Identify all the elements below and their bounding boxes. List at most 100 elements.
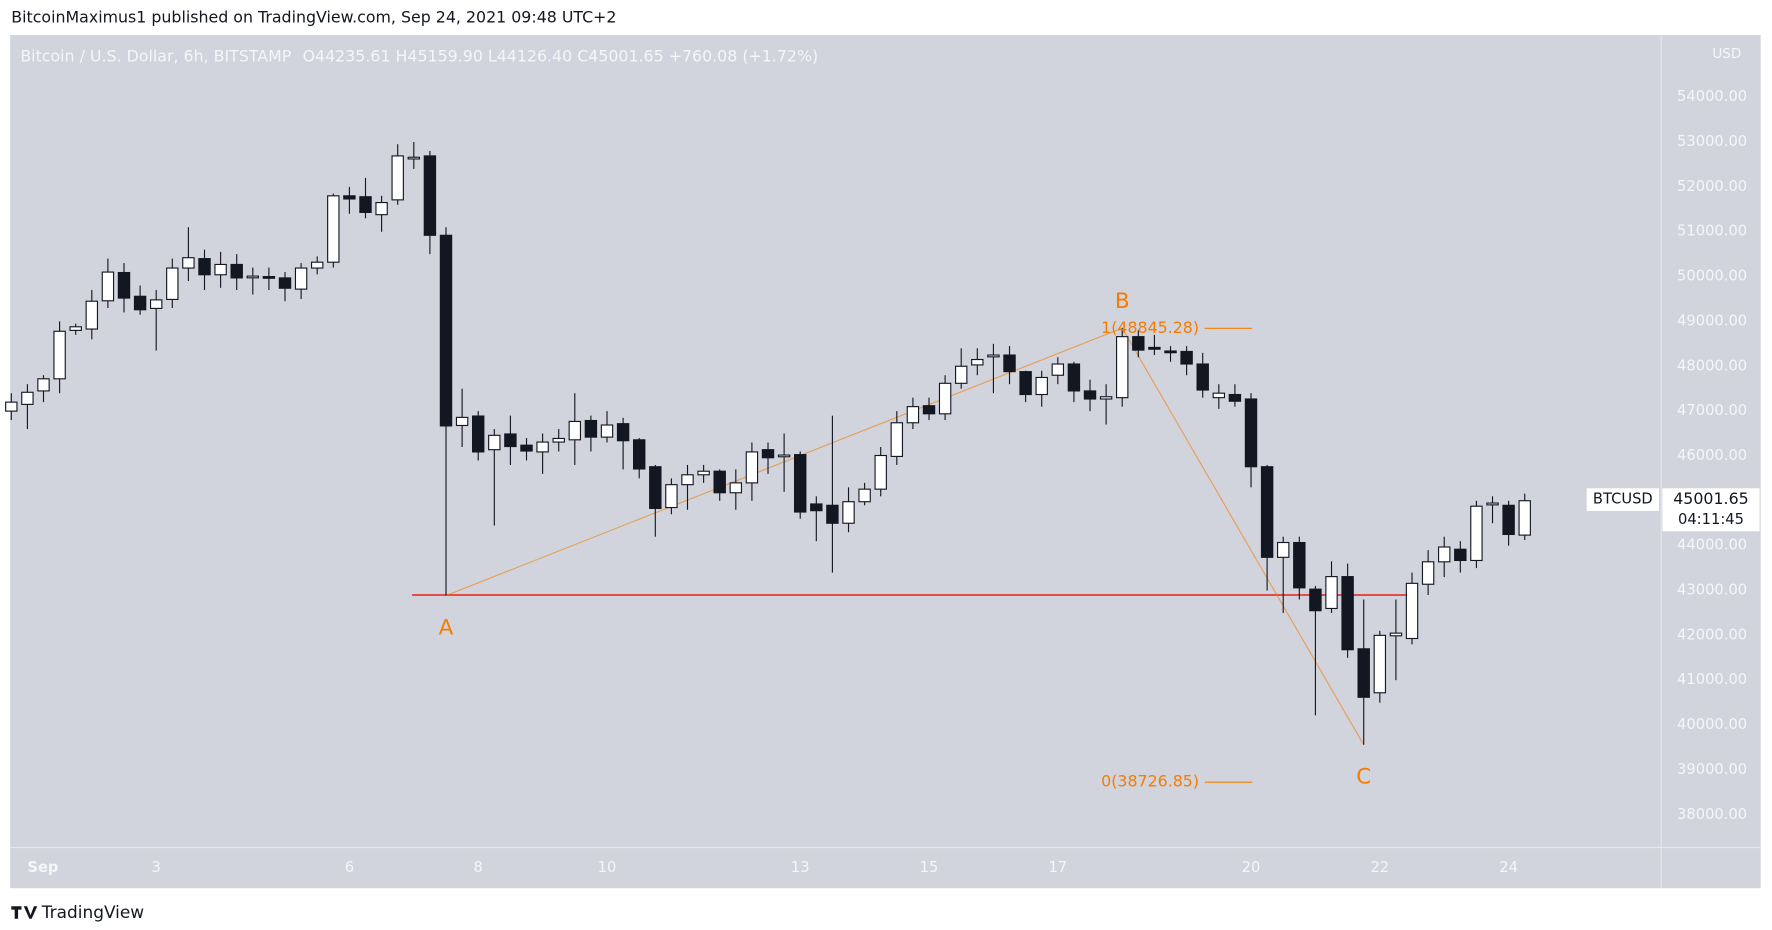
- candle-body: [423, 155, 437, 236]
- candle-body: [407, 156, 421, 160]
- candle-body: [117, 271, 131, 299]
- candle-body: [133, 295, 147, 311]
- candle-body: [874, 454, 887, 490]
- candle-body: [230, 263, 243, 279]
- candle-body: [1357, 648, 1370, 698]
- fib-label: 1(48845.28): [1101, 318, 1199, 337]
- candle-body: [600, 424, 614, 438]
- candle-body: [777, 454, 791, 458]
- candle-body: [21, 391, 34, 405]
- candle-body: [69, 326, 82, 331]
- x-tick-label: 10: [598, 859, 617, 876]
- candle-body: [616, 423, 630, 442]
- candle-body: [745, 451, 759, 484]
- candle-body: [343, 195, 356, 200]
- candles: [5, 142, 1531, 745]
- candle-body: [391, 155, 404, 201]
- x-tick-label: 20: [1242, 859, 1261, 876]
- candle-body: [1244, 398, 1258, 468]
- fib-label: 0(38726.85): [1101, 772, 1199, 791]
- y-tick-label: 54000.00: [1677, 88, 1747, 105]
- y-tick-label: 53000.00: [1677, 133, 1747, 150]
- candle-body: [359, 196, 372, 213]
- candle-body: [890, 422, 904, 457]
- candle-body: [1454, 548, 1467, 562]
- published-by: BitcoinMaximus1 published on TradingView…: [11, 8, 616, 27]
- candle-body: [53, 330, 66, 380]
- candle-body: [922, 405, 936, 415]
- candle-body: [697, 470, 710, 476]
- candle-body: [246, 275, 260, 279]
- candle-body: [1228, 393, 1242, 402]
- candle-body: [149, 299, 163, 309]
- candle-body: [1132, 336, 1145, 351]
- candle-body: [1164, 350, 1177, 354]
- symbol-title: Bitcoin / U.S. Dollar, 6h, BITSTAMP: [20, 46, 291, 65]
- candle-body: [5, 401, 18, 412]
- candle-body: [1438, 546, 1451, 563]
- candle-body: [520, 444, 533, 452]
- y-tick-label: 44000.00: [1677, 537, 1747, 554]
- y-tick-label: 46000.00: [1677, 447, 1747, 464]
- x-tick-label: 22: [1370, 859, 1389, 876]
- candle-body: [1405, 582, 1419, 640]
- candle-body: [793, 454, 807, 513]
- candle-body: [1341, 576, 1354, 651]
- candle-body: [568, 420, 582, 441]
- candle-body: [729, 482, 743, 494]
- candle-body: [278, 277, 292, 289]
- candle-body: [37, 378, 50, 392]
- tv-logo: [11, 906, 38, 919]
- candle-body: [1260, 466, 1274, 558]
- y-tick-label: 41000.00: [1677, 671, 1747, 688]
- candle-body: [1470, 505, 1483, 562]
- symbol-label: BTCUSD: [1593, 491, 1653, 508]
- candle-body: [198, 258, 211, 276]
- candle-body: [858, 488, 871, 503]
- y-tick-label: 40000.00: [1677, 716, 1747, 733]
- candle-body: [971, 358, 984, 366]
- candle-body: [681, 474, 694, 486]
- candle-body: [1309, 588, 1322, 612]
- y-tick-label: 39000.00: [1677, 761, 1747, 778]
- x-tick-label: 24: [1499, 859, 1518, 876]
- footer-brand: TradingView: [41, 902, 144, 922]
- candle-body: [1051, 363, 1065, 376]
- candle-body: [1518, 500, 1531, 536]
- candle-body: [85, 300, 99, 330]
- candle-body: [1115, 336, 1129, 399]
- candle-body: [1196, 363, 1209, 391]
- y-tick-label: 48000.00: [1677, 357, 1747, 374]
- y-tick-label: 38000.00: [1677, 806, 1747, 823]
- last-price-label: 45001.65: [1673, 489, 1748, 508]
- candle-body: [536, 441, 549, 453]
- candle-body: [1019, 371, 1032, 396]
- candle-body: [262, 275, 276, 279]
- candle-body: [1325, 576, 1338, 610]
- ohlc: O44235.61 H45159.90 L44126.40 C45001.65 …: [303, 46, 819, 65]
- y-tick-label: 52000.00: [1677, 178, 1747, 195]
- candle-body: [166, 267, 179, 300]
- y-tick-label: 43000.00: [1677, 582, 1747, 599]
- countdown-label: 04:11:45: [1678, 511, 1744, 528]
- candle-body: [584, 419, 598, 438]
- x-tick-label: 6: [345, 859, 354, 876]
- y-tick-label: 51000.00: [1677, 223, 1747, 240]
- candle-body: [327, 195, 340, 263]
- y-tick-label: 50000.00: [1677, 268, 1747, 285]
- candle-body: [1099, 396, 1113, 400]
- candle-body: [488, 434, 501, 451]
- wave-label: C: [1356, 765, 1371, 790]
- candle-body: [1421, 561, 1435, 585]
- candle-body: [1003, 354, 1016, 373]
- candle-body: [1389, 632, 1403, 637]
- candle-body: [810, 503, 823, 512]
- candle-body: [938, 382, 952, 415]
- candle-body: [826, 504, 839, 524]
- x-tick-label: 8: [474, 859, 483, 876]
- legend: Bitcoin / U.S. Dollar, 6h, BITSTAMP O4423…: [20, 46, 818, 65]
- candle-body: [214, 263, 227, 276]
- candle-body: [1277, 541, 1290, 558]
- candle-body: [552, 437, 565, 443]
- y-tick-label: 49000.00: [1677, 312, 1747, 329]
